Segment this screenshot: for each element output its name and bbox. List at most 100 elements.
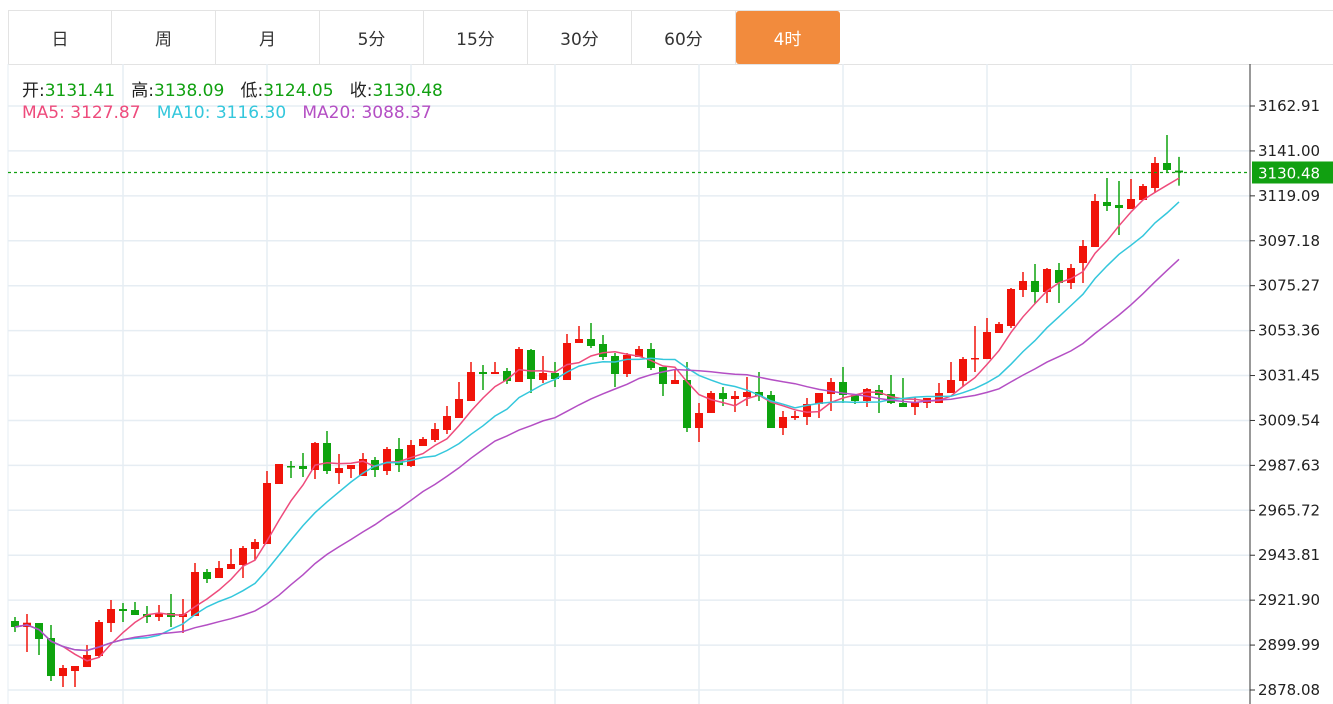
candle-up [419, 438, 427, 447]
candle-up [335, 468, 343, 474]
y-tick-label: 3009.54 [1258, 411, 1320, 429]
close-value: 3130.48 [372, 81, 443, 101]
y-tick-label: 2987.63 [1258, 456, 1320, 474]
candle-up [491, 372, 499, 375]
candle-up [1151, 162, 1159, 188]
candle-up [671, 380, 679, 385]
tab-60min[interactable]: 60分 [632, 11, 736, 64]
ma20-label: MA20: [302, 103, 357, 123]
candle-up [467, 372, 475, 402]
candle-up [743, 392, 751, 398]
candle-up [95, 622, 103, 657]
candle-down [659, 367, 667, 385]
candle-up [575, 339, 583, 343]
y-tick-label: 3141.00 [1258, 142, 1320, 160]
candle-down [35, 623, 43, 640]
candle-down [371, 460, 379, 470]
candle-up [275, 464, 283, 485]
candle-down [1175, 170, 1183, 173]
candle-down [131, 610, 139, 615]
candle-up [407, 445, 415, 466]
candle-up [239, 548, 247, 566]
candle-up [911, 402, 919, 408]
candle-down [527, 350, 535, 380]
candle-up [1091, 200, 1099, 248]
candle-up [1139, 186, 1147, 201]
candle-down [1055, 270, 1063, 284]
candle-down [119, 609, 127, 612]
candle-down [839, 381, 847, 395]
y-tick-label: 2943.81 [1258, 546, 1320, 564]
y-tick-label: 2921.90 [1258, 591, 1320, 609]
candle-up [563, 342, 571, 381]
candle-up [803, 403, 811, 417]
candle-down [887, 394, 895, 404]
candle-up [995, 323, 1003, 333]
candle-up [635, 349, 643, 358]
tab-5min[interactable]: 5分 [320, 11, 424, 64]
candle-up [107, 609, 115, 624]
y-tick-label: 3031.45 [1258, 367, 1320, 385]
high-label: 高: [131, 81, 154, 101]
ohlc-readout: 开:3131.41 高:3138.09 低:3124.05 收:3130.48 [22, 76, 443, 101]
candle-up [791, 416, 799, 419]
ma10-line [14, 201, 1180, 652]
candle-up [515, 349, 523, 382]
last-price-badge [1252, 161, 1333, 184]
low-label: 低: [240, 81, 264, 101]
y-tick-label: 3119.09 [1258, 187, 1320, 205]
candle-down [47, 638, 55, 677]
candle-up [251, 542, 259, 549]
ma-readout: MA5: 3127.87 MA10: 3116.30 MA20: 3088.37 [22, 103, 432, 123]
candle-down [1163, 162, 1171, 170]
candle-up [191, 572, 199, 617]
candle-down [503, 371, 511, 382]
tab-month[interactable]: 月 [216, 11, 320, 64]
y-tick-label: 2878.08 [1258, 681, 1320, 699]
candle-down [1031, 280, 1039, 293]
candle-up [263, 482, 271, 545]
tab-30min[interactable]: 30分 [528, 11, 632, 64]
open-label: 开: [22, 81, 45, 101]
candle-down [587, 339, 595, 346]
tab-4hour[interactable]: 4时 [736, 11, 840, 64]
candle-down [1103, 201, 1111, 206]
candle-down [287, 465, 295, 468]
candle-up [455, 398, 463, 419]
candle-up [155, 613, 163, 618]
y-tick-label: 2965.72 [1258, 501, 1320, 519]
y-tick-label: 3053.36 [1258, 322, 1320, 340]
ma20-line [14, 258, 1180, 652]
candle-up [779, 416, 787, 429]
candle-down [395, 449, 403, 465]
candle-down [323, 442, 331, 472]
candle-up [71, 666, 79, 672]
candle-down [899, 403, 907, 408]
candle-up [1043, 269, 1051, 293]
tab-day[interactable]: 日 [8, 11, 112, 64]
candle-up [863, 389, 871, 402]
candle-up [959, 359, 967, 382]
candle-down [479, 372, 487, 375]
candle-down [203, 572, 211, 580]
y-tick-label: 3162.91 [1258, 97, 1320, 115]
candle-up [971, 358, 979, 360]
candle-up [1079, 245, 1087, 263]
candle-up [1067, 267, 1075, 284]
tab-week[interactable]: 周 [112, 11, 216, 64]
ma10-label: MA10: [156, 103, 211, 123]
candle-up [947, 380, 955, 394]
y-tick-label: 2899.99 [1258, 636, 1320, 654]
tab-15min[interactable]: 15分 [424, 11, 528, 64]
candle-down [851, 394, 859, 402]
candle-up [59, 667, 67, 677]
candle-down [1115, 204, 1123, 209]
candle-up [707, 393, 715, 413]
candle-up [827, 381, 835, 395]
candle-up [431, 429, 439, 441]
candle-up [311, 442, 319, 470]
candle-up [383, 449, 391, 472]
ma10-value: 3116.30 [215, 103, 287, 123]
candle-up [815, 393, 823, 404]
